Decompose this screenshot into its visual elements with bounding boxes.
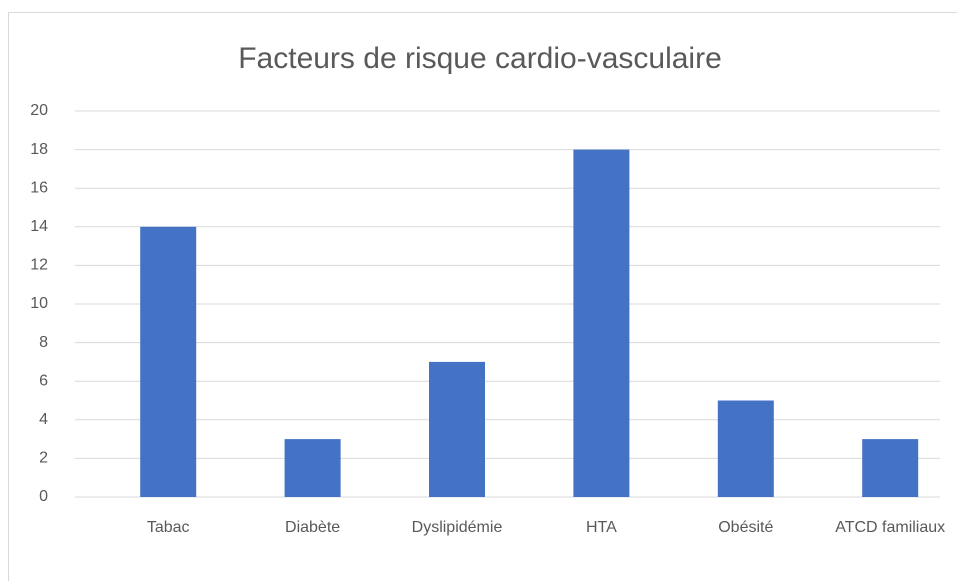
bar bbox=[717, 400, 774, 497]
y-tick-label: 14 bbox=[30, 218, 48, 235]
bar bbox=[862, 439, 919, 497]
y-tick-label: 18 bbox=[30, 141, 48, 158]
bar bbox=[429, 361, 485, 497]
y-tick-label: 0 bbox=[39, 488, 48, 505]
y-tick-label: 10 bbox=[30, 295, 48, 312]
y-tick-label: 6 bbox=[39, 372, 48, 389]
x-tick-label: Diabète bbox=[285, 519, 341, 536]
y-tick-label: 20 bbox=[30, 102, 48, 119]
y-tick-label: 12 bbox=[30, 257, 48, 274]
bar bbox=[140, 226, 197, 498]
bar bbox=[284, 439, 341, 497]
x-tick-label: Tabac bbox=[146, 519, 190, 536]
x-tick-label: Obésité bbox=[718, 519, 774, 536]
bar bbox=[573, 149, 630, 497]
y-tick-label: 16 bbox=[30, 179, 48, 196]
x-tick-label: ATCD familiaux bbox=[835, 519, 946, 536]
y-tick-label: 4 bbox=[39, 411, 48, 428]
x-tick-label: HTA bbox=[585, 519, 617, 536]
y-tick-label: 8 bbox=[39, 334, 48, 351]
y-tick-label: 2 bbox=[39, 450, 48, 467]
x-tick-label: Dyslipidémie bbox=[411, 519, 503, 536]
chart-title: Facteurs de risque cardio-vasculaire bbox=[238, 42, 722, 75]
